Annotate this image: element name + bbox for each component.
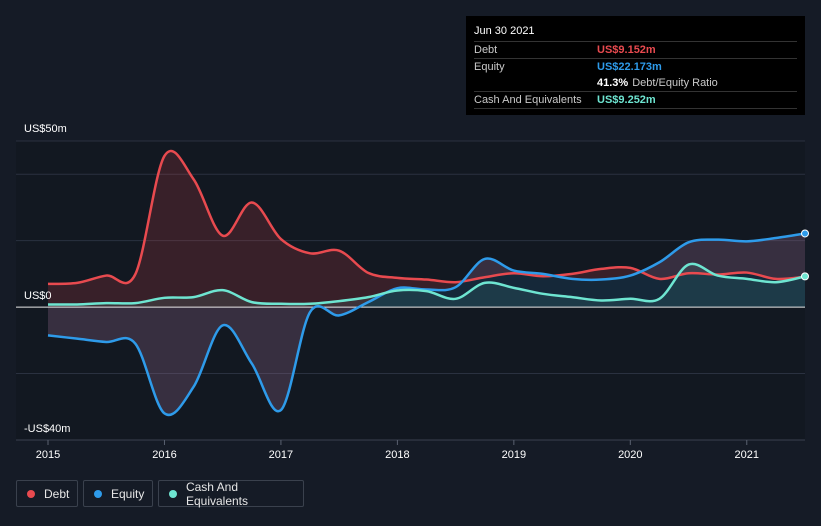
- debt-equity-area: [48, 150, 805, 415]
- tooltip-value: US$22.173m: [597, 61, 662, 73]
- tooltip-value: 41.3%: [597, 77, 629, 89]
- tooltip-row-debt: Debt US$9.152m: [474, 42, 797, 59]
- legend-item-debt[interactable]: Debt: [16, 480, 78, 507]
- legend-label: Cash And Equivalents: [185, 479, 249, 508]
- tooltip-sub-label: Debt/Equity Ratio: [632, 77, 718, 89]
- x-tick-label: 2016: [152, 449, 176, 461]
- y-tick-label: -US$40m: [24, 423, 70, 435]
- series-line-equity: [47, 232, 806, 417]
- tooltip-date: Jun 30 2021: [474, 23, 797, 42]
- legend-dot: [169, 489, 177, 498]
- x-tick-label: 2017: [269, 449, 293, 461]
- legend-dot: [27, 489, 35, 498]
- tooltip-label: Debt: [474, 44, 498, 56]
- legend-item-cash[interactable]: Cash And Equivalents: [158, 479, 304, 508]
- tooltip-row-ratio: 41.3% Debt/Equity Ratio: [474, 75, 797, 92]
- x-tick-label: 2020: [618, 449, 642, 461]
- legend-label: Debt: [44, 486, 70, 501]
- x-tick-label: 2018: [385, 449, 409, 461]
- tooltip-label: [474, 75, 597, 91]
- end-marker-equity: [801, 229, 809, 238]
- series-line-cash: [47, 262, 806, 306]
- x-tick-label: 2015: [36, 449, 60, 461]
- y-tick-label: US$0: [24, 290, 52, 302]
- legend-item-equity[interactable]: Equity: [83, 480, 153, 507]
- tooltip-row-cash: Cash And Equivalents US$9.252m: [474, 92, 797, 109]
- tooltip-value: US$9.152m: [597, 44, 656, 56]
- end-marker-cash: [801, 272, 809, 281]
- tooltip-row-equity: Equity US$22.173m: [474, 59, 797, 75]
- legend-label: Equity: [111, 486, 145, 501]
- tooltip-label: Equity: [474, 61, 505, 73]
- x-tick-label: 2019: [502, 449, 526, 461]
- tooltip-label: Cash And Equivalents: [474, 94, 582, 106]
- tooltip-value: US$9.252m: [597, 94, 656, 106]
- x-tick-label: 2021: [735, 449, 759, 461]
- legend-dot: [94, 489, 102, 498]
- y-tick-label: US$50m: [24, 123, 67, 135]
- tooltip: Jun 30 2021 Debt US$9.152m Equity US$22.…: [466, 16, 805, 115]
